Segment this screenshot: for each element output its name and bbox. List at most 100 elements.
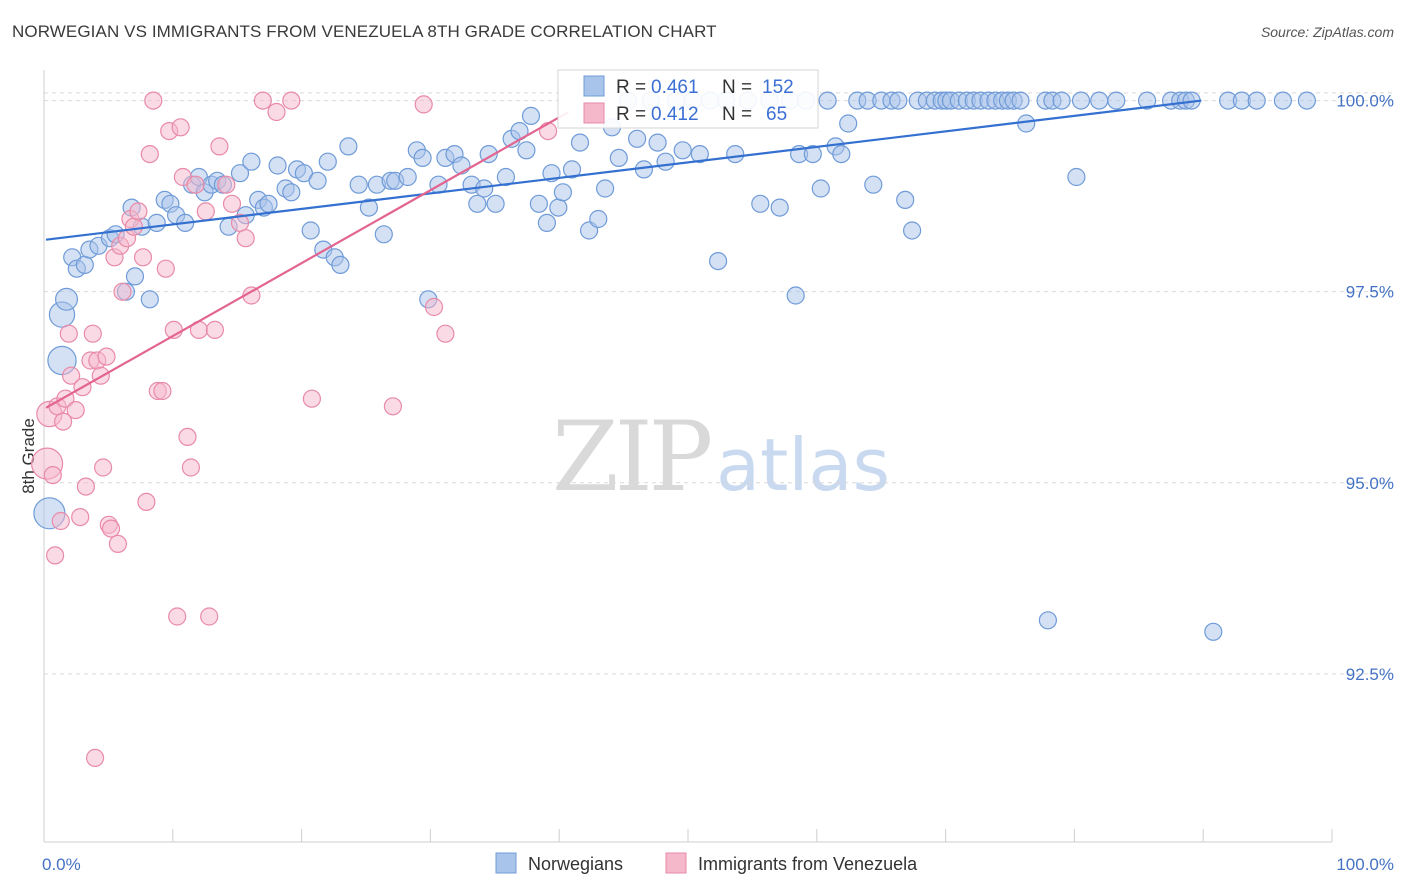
point-norwegians: [301, 221, 320, 240]
point-norwegians: [832, 145, 851, 164]
point-norwegians: [889, 91, 908, 110]
point-norwegians: [656, 152, 675, 171]
point-norwegians: [125, 267, 145, 286]
point-venezuela: [282, 91, 301, 110]
y-axis-tick-labels: 92.5% 95.0% 97.5% 100.0%: [1336, 92, 1394, 684]
point-norwegians: [496, 167, 515, 187]
point-norwegians: [839, 114, 858, 133]
point-venezuela: [424, 297, 444, 317]
point-norwegians: [818, 91, 837, 110]
series-norwegians-points: [33, 91, 1317, 641]
point-venezuela: [210, 137, 229, 156]
point-norwegians: [803, 145, 822, 164]
point-norwegians: [294, 164, 313, 183]
point-norwegians: [896, 190, 915, 209]
point-norwegians: [627, 129, 647, 148]
point-norwegians: [308, 171, 327, 190]
point-venezuela: [302, 389, 321, 408]
point-venezuela: [383, 397, 402, 416]
point-norwegians: [864, 175, 883, 194]
x-tick-label-max: 100.0%: [1336, 855, 1394, 874]
y-tick-label: 95.0%: [1346, 474, 1394, 493]
trend-line-norwegians: [45, 99, 1202, 241]
point-norwegians: [268, 156, 287, 175]
point-norwegians: [259, 194, 278, 213]
point-venezuela: [178, 427, 197, 446]
y-tick-label: 92.5%: [1346, 665, 1394, 684]
point-norwegians: [648, 133, 667, 152]
point-norwegians: [75, 255, 94, 274]
point-venezuela: [171, 118, 190, 137]
point-venezuela: [43, 466, 62, 485]
trend-lines: [45, 99, 1202, 409]
bottom-legend-label-norwegians: Norwegians: [528, 854, 623, 874]
point-norwegians: [339, 137, 358, 156]
point-venezuela: [140, 145, 159, 164]
point-norwegians: [726, 145, 745, 164]
point-norwegians: [673, 141, 692, 160]
point-venezuela: [108, 534, 128, 554]
point-norwegians: [690, 145, 709, 164]
point-norwegians: [374, 225, 393, 244]
point-venezuela: [200, 607, 219, 626]
legend-n-label-1: N =: [722, 77, 752, 98]
source-credit: Source: ZipAtlas.com: [1260, 24, 1394, 40]
point-venezuela: [236, 229, 255, 248]
point-norwegians: [140, 290, 159, 309]
point-venezuela: [133, 248, 153, 267]
point-norwegians: [1071, 91, 1091, 110]
point-norwegians: [1017, 114, 1036, 133]
point-norwegians: [529, 194, 549, 213]
y-tick-label: 100.0%: [1336, 92, 1394, 111]
x-axis-ticks: [43, 829, 1333, 842]
point-venezuela: [414, 95, 433, 114]
point-norwegians: [589, 209, 608, 229]
point-norwegians: [517, 141, 536, 160]
point-venezuela: [181, 458, 200, 477]
point-norwegians: [553, 183, 573, 202]
point-norwegians: [318, 152, 337, 171]
watermark-zip: ZIP: [552, 401, 711, 513]
trend-line-venezuela: [45, 111, 570, 409]
point-venezuela: [538, 122, 558, 141]
point-venezuela: [76, 477, 96, 496]
point-venezuela: [101, 519, 121, 538]
legend-r-value-venezuela: 0.412: [651, 104, 699, 125]
legend-r-label-1: R =: [616, 77, 646, 98]
point-norwegians: [468, 194, 487, 213]
point-venezuela: [156, 259, 175, 278]
point-venezuela: [205, 320, 224, 339]
point-norwegians: [398, 167, 417, 187]
point-norwegians: [486, 194, 505, 213]
point-venezuela: [51, 511, 70, 531]
point-venezuela: [129, 202, 148, 221]
point-norwegians: [751, 194, 770, 213]
point-norwegians: [242, 152, 261, 171]
legend-n-value-venezuela: 65: [766, 104, 787, 125]
point-norwegians: [1090, 91, 1109, 110]
point-venezuela: [144, 91, 163, 110]
point-norwegians: [770, 198, 789, 217]
correlation-legend: R = 0.461 N = 152 R = 0.412 N = 65: [557, 69, 819, 129]
point-venezuela: [267, 102, 286, 122]
legend-swatch-venezuela: [583, 102, 605, 124]
point-norwegians: [282, 183, 301, 202]
point-norwegians: [786, 286, 805, 305]
point-norwegians: [537, 213, 557, 232]
point-norwegians: [1052, 91, 1071, 110]
point-venezuela: [93, 458, 113, 477]
point-norwegians: [349, 175, 368, 194]
point-norwegians: [1137, 91, 1157, 110]
point-venezuela: [71, 507, 90, 527]
point-norwegians: [1204, 622, 1223, 641]
point-venezuela: [59, 324, 78, 343]
point-norwegians: [595, 179, 615, 198]
point-venezuela: [253, 91, 272, 110]
gridlines: [44, 92, 1394, 675]
x-tick-label-min: 0.0%: [42, 855, 81, 874]
point-norwegians: [54, 287, 78, 311]
point-venezuela: [186, 175, 205, 194]
point-norwegians: [1297, 91, 1317, 110]
bottom-legend-label-venezuela: Immigrants from Venezuela: [698, 854, 918, 874]
